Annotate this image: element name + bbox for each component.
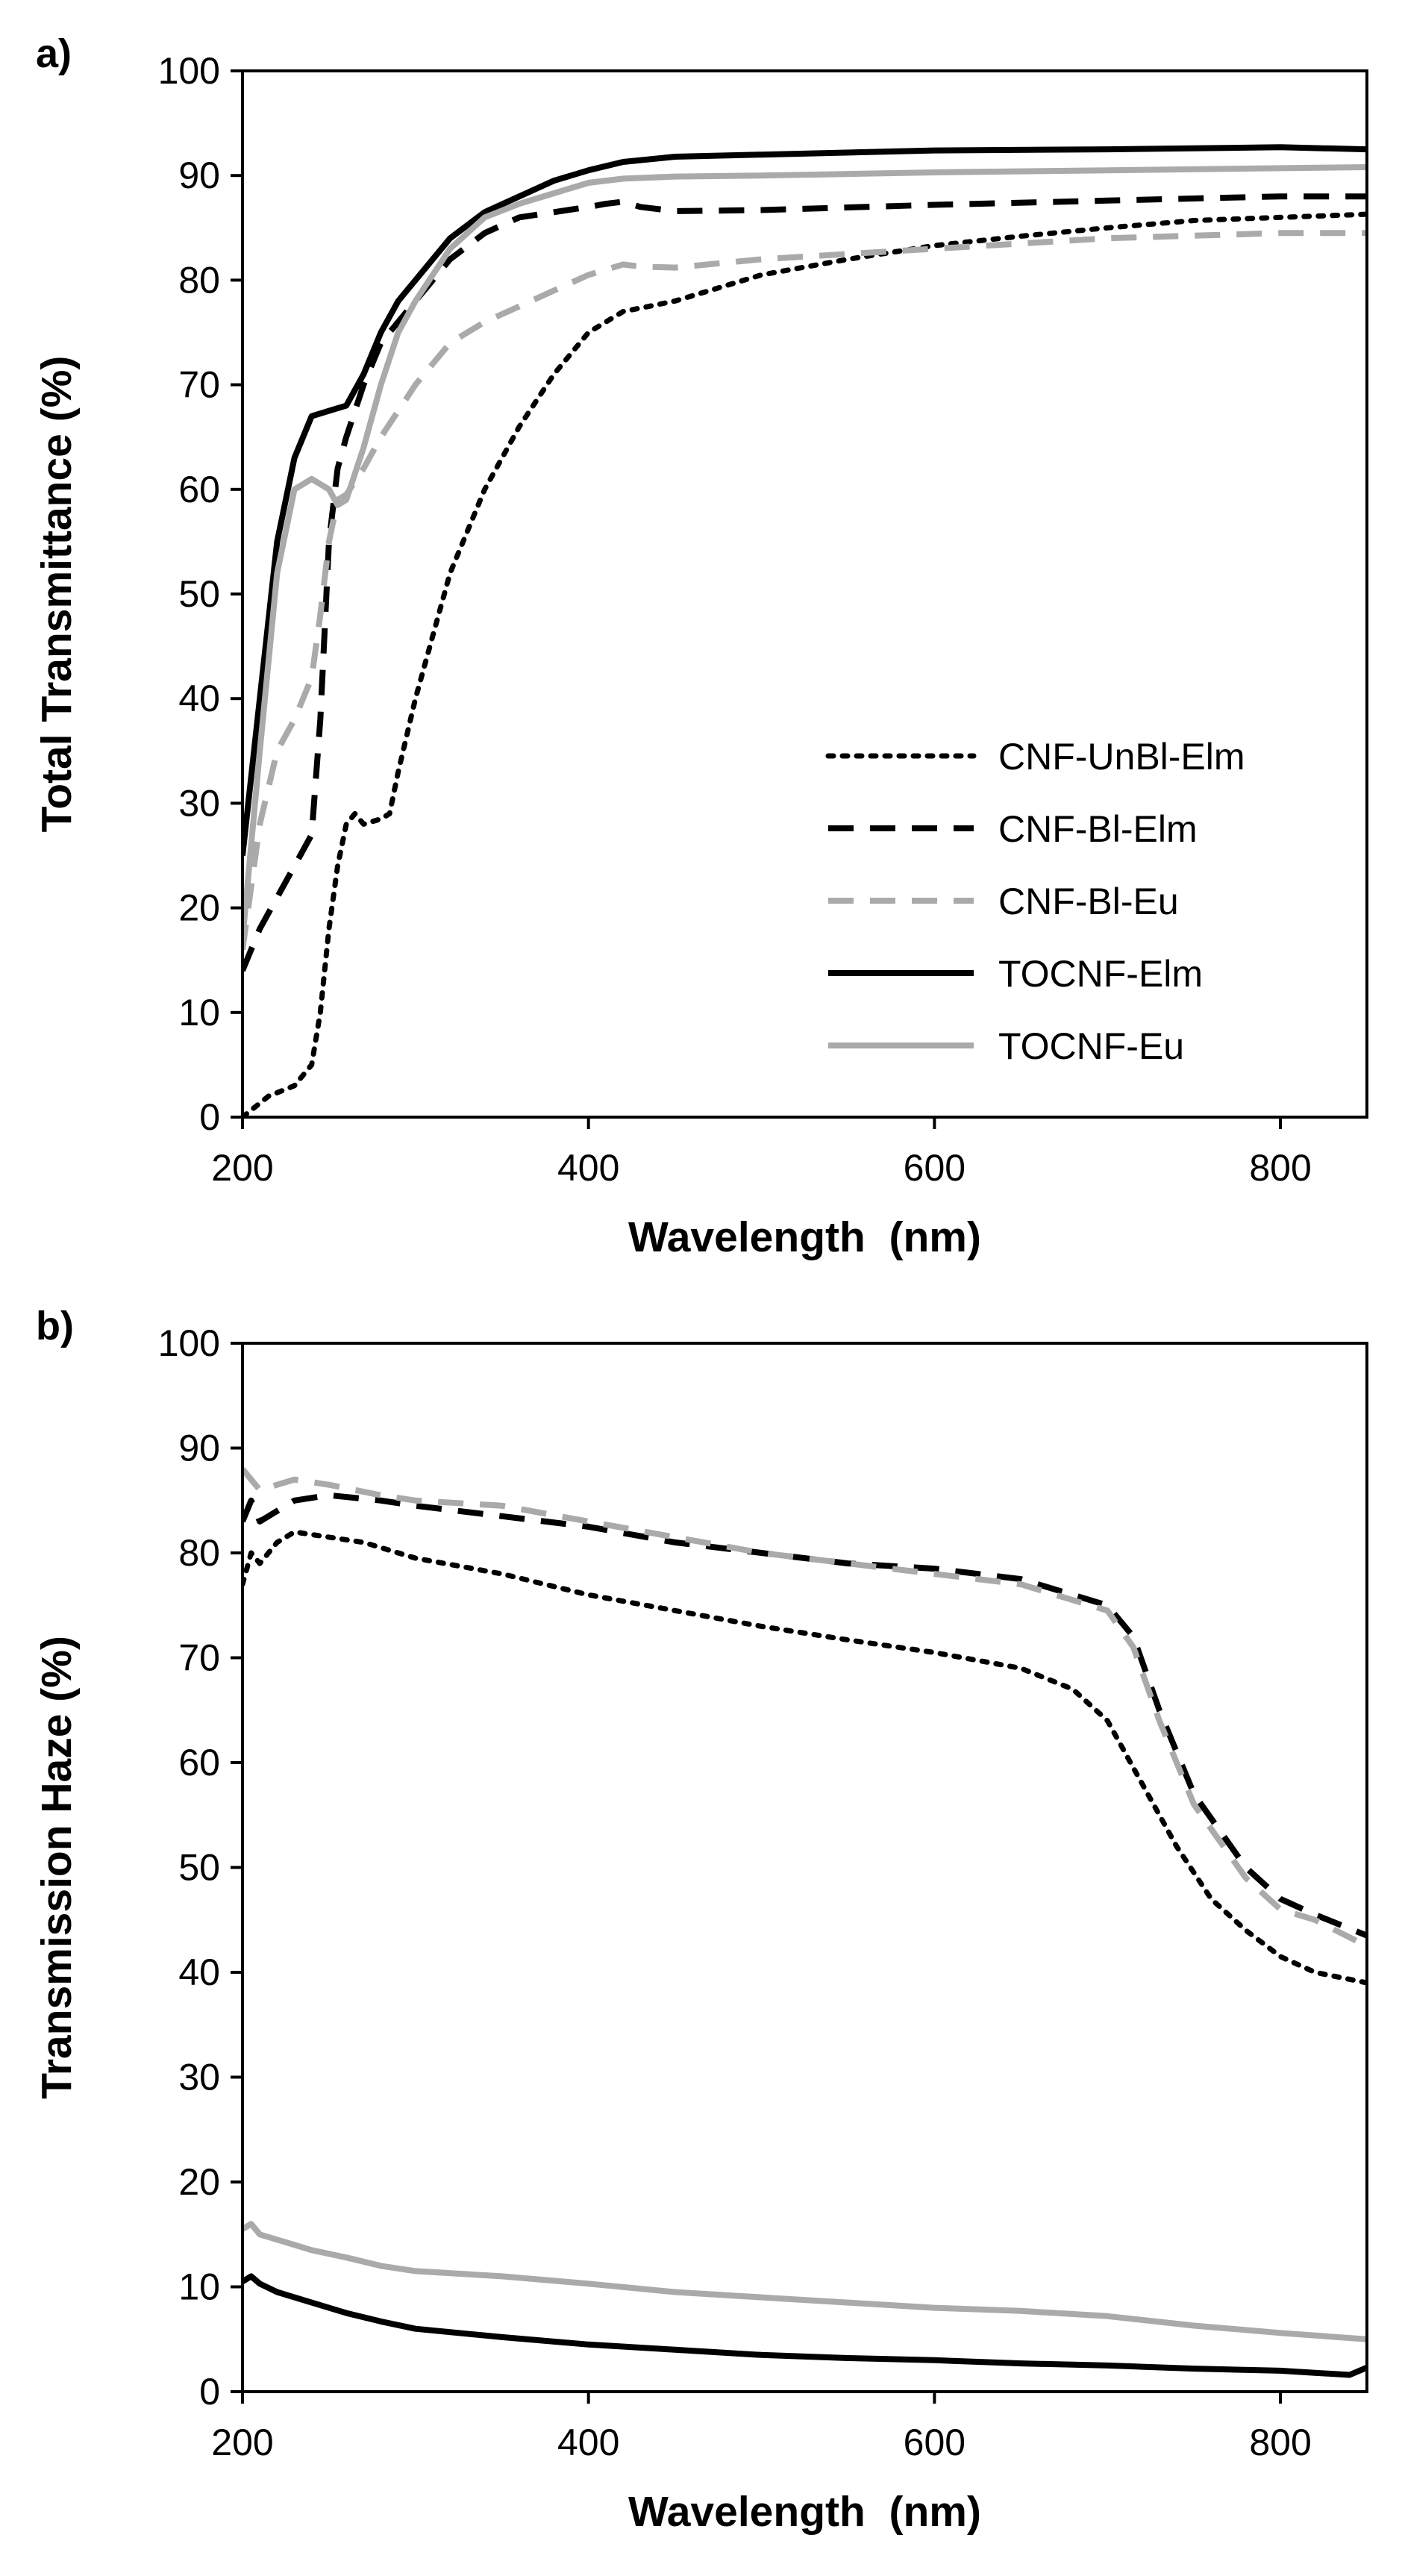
legend-label-tocnf-elm: TOCNF-Elm: [998, 953, 1203, 995]
x-tick-label: 400: [557, 1147, 619, 1189]
y-tick-label: 10: [178, 992, 220, 1034]
x-tick-label: 800: [1249, 2422, 1311, 2463]
y-axis-title: Transmission Haze (%): [33, 1636, 81, 2099]
x-axis-title: Wavelength (nm): [628, 1213, 981, 1261]
y-tick-label: 100: [158, 50, 220, 92]
series-line-cnf-unbl-elm: [242, 211, 1367, 1117]
y-tick-label: 60: [178, 1742, 220, 1783]
x-tick-label: 200: [211, 1147, 273, 1189]
y-tick-label: 20: [178, 2161, 220, 2203]
panel-label: a): [36, 31, 72, 76]
chart-panel-b: 0 10 20 30 40 50 60 70 80 90 100 200 400 600 800 Wavele…: [33, 1304, 1368, 2536]
y-axis-title: Total Transmittance (%): [33, 356, 81, 833]
series-line-cnf-bl-elm: [242, 1492, 1367, 1939]
y-tick-label: 90: [178, 154, 220, 196]
y-tick-label: 30: [178, 2057, 220, 2098]
y-tick-label: 60: [178, 469, 220, 510]
legend-label-tocnf-eu: TOCNF-Eu: [998, 1025, 1184, 1067]
legend: CNF-UnBl-Elm CNF-Bl-Elm CNF-Bl-Eu TOCNF-Elm…: [825, 736, 1245, 1067]
y-tick-label: 50: [178, 1847, 220, 1889]
series-line-tocnf-eu: [242, 2221, 1367, 2342]
series-line-tocnf-elm: [242, 2273, 1367, 2378]
x-axis-title: Wavelength (nm): [628, 2488, 981, 2536]
series-line-tocnf-elm: [242, 144, 1367, 856]
series-line-tocnf-eu: [242, 164, 1367, 940]
y-tick-label: 100: [158, 1322, 220, 1364]
legend-label-cnf-bl-elm: CNF-Bl-Elm: [998, 808, 1198, 850]
y-tick-label: 10: [178, 2266, 220, 2308]
y-tick-label: 90: [178, 1428, 220, 1469]
y-tick-label: 80: [178, 1532, 220, 1574]
x-tick-label: 400: [557, 2422, 619, 2463]
y-tick-label: 40: [178, 1951, 220, 1993]
x-tick-label: 200: [211, 2422, 273, 2463]
y-tick-label: 80: [178, 259, 220, 301]
series-line-cnf-bl-eu: [242, 1467, 1367, 1949]
y-tick-label: 30: [178, 782, 220, 824]
series-line-cnf-bl-elm: [242, 193, 1367, 972]
y-tick-label: 70: [178, 364, 220, 406]
y-tick-label: 50: [178, 573, 220, 615]
legend-label-cnf-unbl-elm: CNF-UnBl-Elm: [998, 736, 1245, 778]
panel-label: b): [36, 1304, 74, 1348]
x-tick-label: 800: [1249, 1147, 1311, 1189]
series-line-cnf-unbl-elm: [242, 1529, 1367, 1986]
y-tick-label: 70: [178, 1637, 220, 1679]
y-tick-label: 20: [178, 887, 220, 929]
chart-panel-a: 0 10 20 30 40 50 60 70 80 90 100 200 400 600 800 Wavele…: [33, 31, 1368, 1261]
y-tick-label: 0: [199, 2371, 220, 2413]
series-group: [242, 1467, 1367, 2378]
y-tick-label: 0: [199, 1096, 220, 1138]
y-tick-label: 40: [178, 678, 220, 719]
x-tick-label: 600: [904, 2422, 966, 2463]
series-line-cnf-bl-eu: [242, 230, 1367, 951]
series-group: [242, 144, 1367, 1117]
legend-label-cnf-bl-eu: CNF-Bl-Eu: [998, 881, 1179, 922]
x-tick-label: 600: [904, 1147, 966, 1189]
